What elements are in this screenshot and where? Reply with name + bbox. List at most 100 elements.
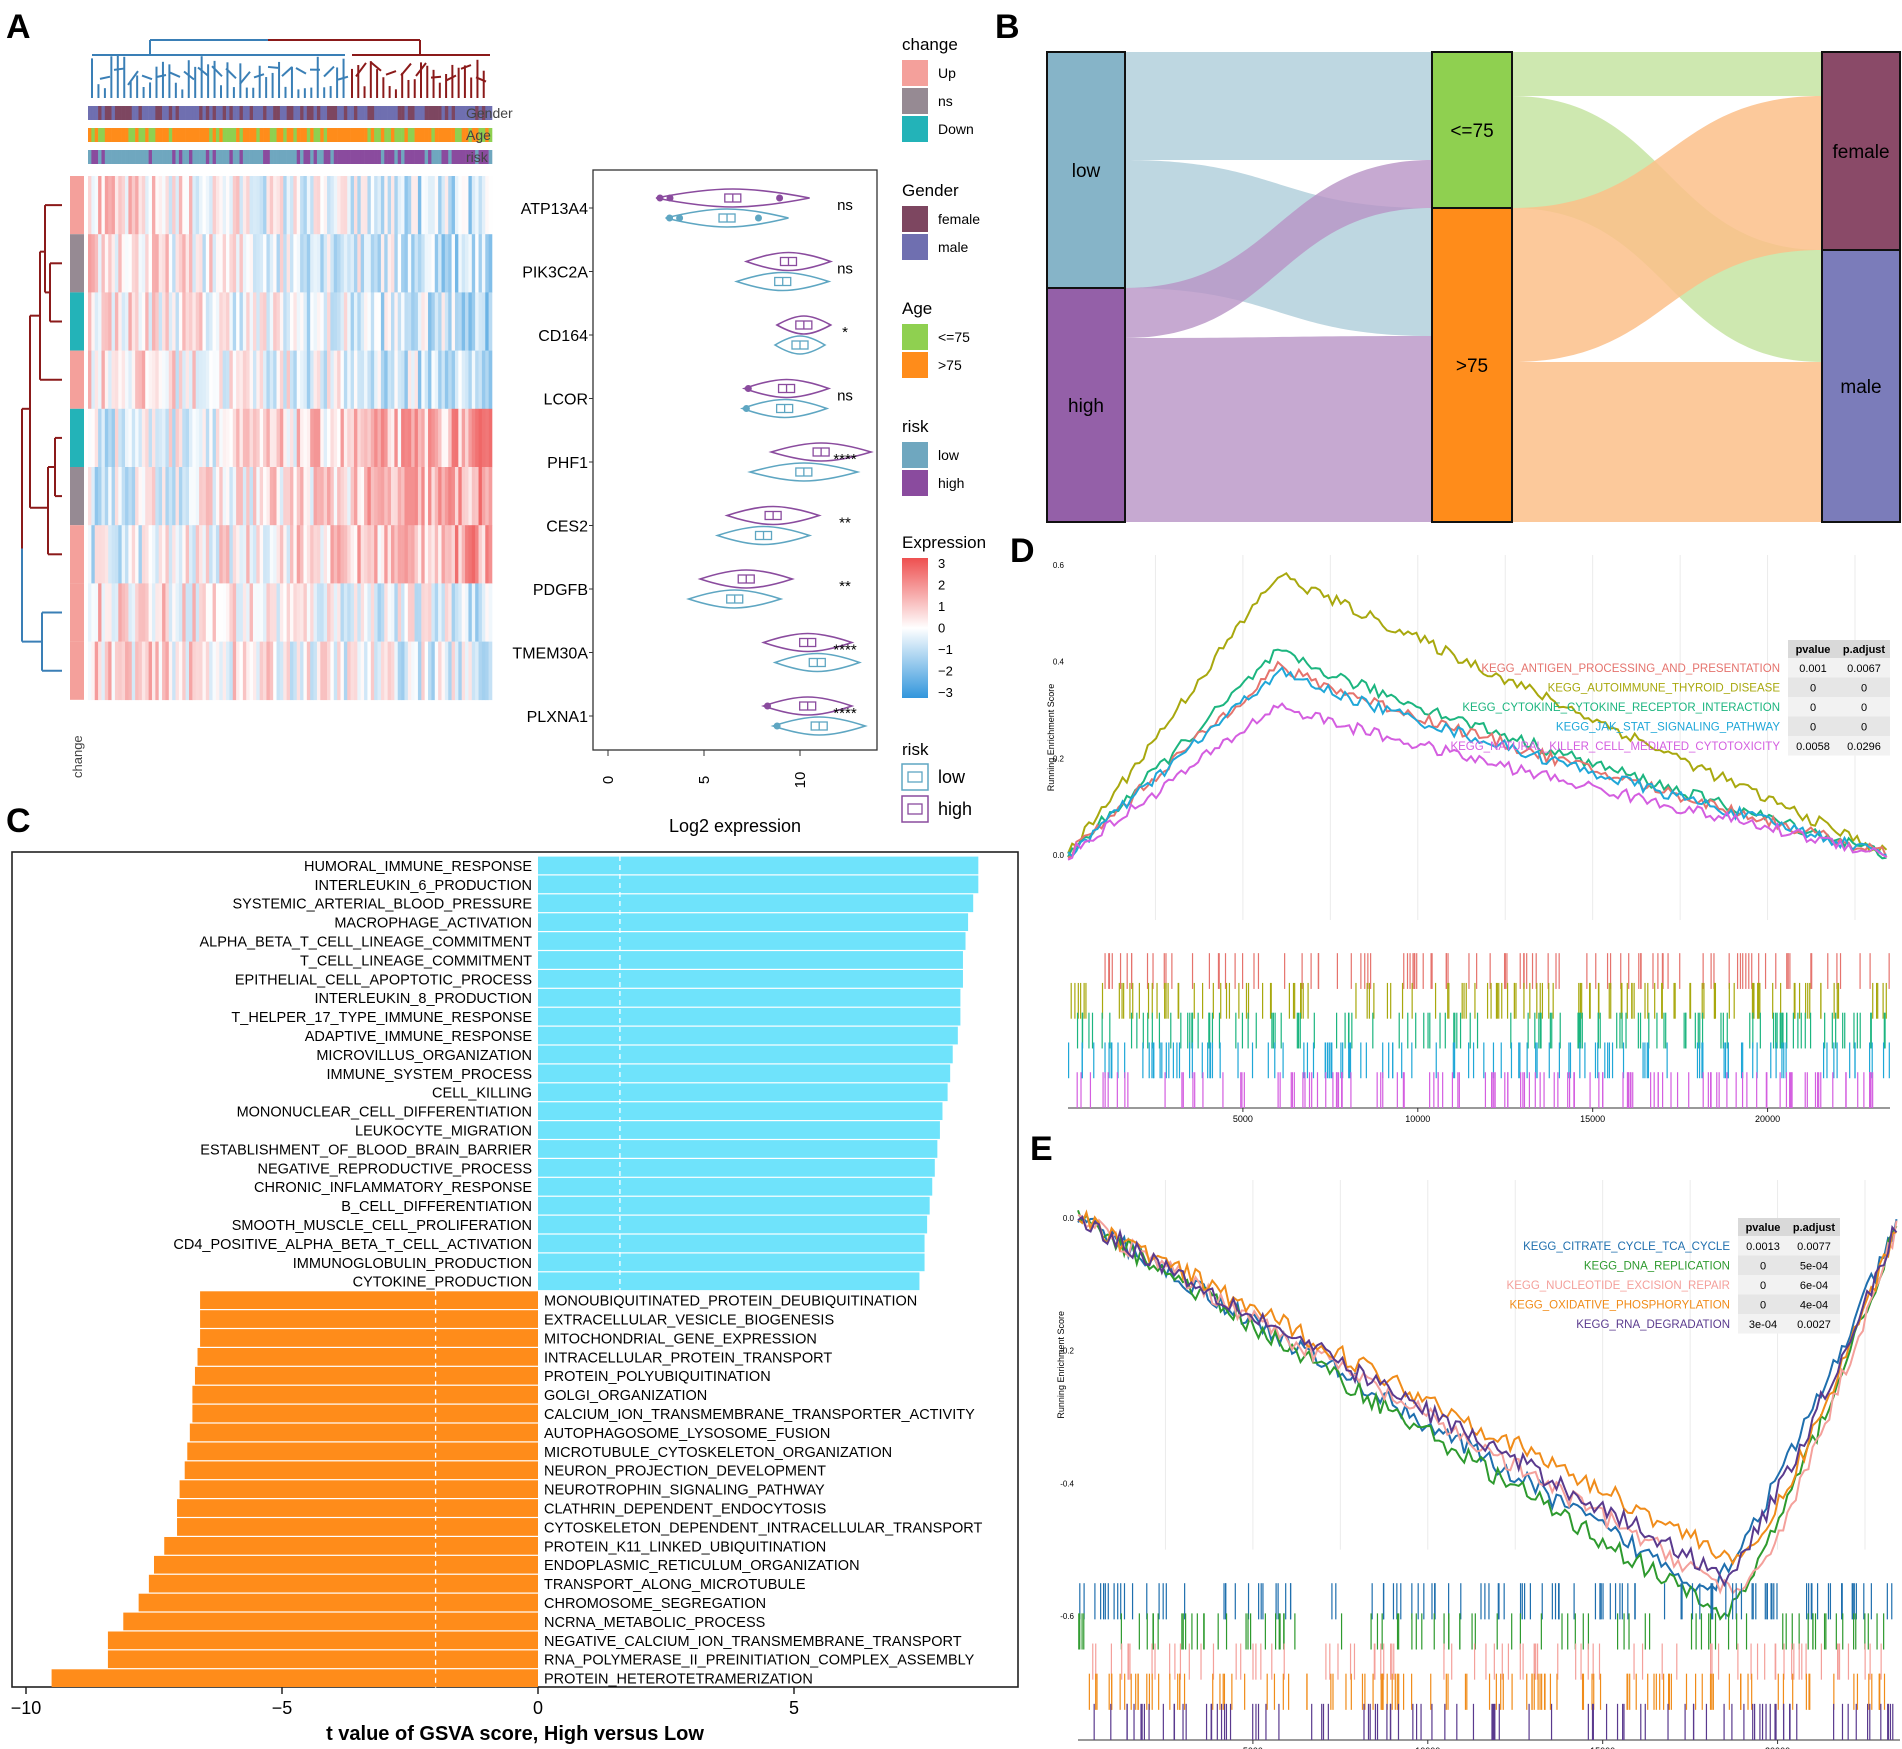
heatmap-cell	[380, 350, 385, 410]
heatmap-cell	[300, 350, 304, 410]
risk-cell	[259, 150, 264, 164]
heatmap-cell	[279, 408, 284, 468]
heatmap-cell	[108, 408, 112, 468]
gender-cell	[441, 106, 446, 120]
risk-cell	[401, 150, 405, 164]
age-cell	[199, 128, 203, 142]
age-cell	[444, 128, 449, 142]
heatmap-cell	[428, 525, 432, 584]
dendro-branch	[239, 71, 251, 85]
heatmap-cell	[374, 583, 378, 642]
gene-label-ces2: CES2	[546, 519, 588, 536]
gender-cell	[178, 106, 183, 120]
heatmap-cell	[320, 176, 324, 235]
heatmap-cell	[320, 350, 324, 410]
heatmap-cell	[276, 350, 281, 410]
violin-shape	[775, 315, 833, 335]
heatmap-cell	[367, 350, 372, 410]
heatmap-cell	[471, 583, 476, 642]
heatmap-cell	[155, 234, 159, 293]
heatmap-cell	[131, 583, 136, 642]
heatmap-cell	[310, 176, 314, 235]
heatmap-cell	[350, 176, 355, 235]
expression-tick: 2	[938, 578, 945, 593]
heatmap-cell	[229, 176, 234, 235]
heatmap-cell	[370, 525, 375, 584]
risk-cell	[377, 150, 382, 164]
risk-cell	[374, 150, 378, 164]
heatmap-cell	[340, 641, 345, 701]
heatmap-cell	[404, 467, 409, 526]
table-cell	[1838, 697, 1890, 717]
heatmap-cell	[444, 292, 449, 351]
heatmap-cell	[306, 583, 311, 642]
bar	[184, 1461, 538, 1480]
heatmap-cell	[444, 408, 449, 468]
heatmap-cell	[101, 467, 106, 526]
heatmap-cell	[158, 583, 163, 642]
heatmap-cell	[300, 292, 304, 351]
risk-cell	[151, 150, 156, 164]
heatmap-cell	[475, 234, 479, 293]
heatmap-cell	[145, 525, 149, 584]
bar	[538, 1026, 958, 1045]
gender-cell	[195, 106, 200, 120]
heatmap-cell	[481, 467, 486, 526]
heatmap-cell	[451, 350, 456, 410]
heatmap-cell	[404, 583, 409, 642]
heatmap-cell	[182, 641, 186, 701]
heatmap-cell	[199, 583, 203, 642]
risk-cell	[266, 150, 271, 164]
heatmap-cell	[209, 292, 213, 351]
heatmap-cell	[296, 292, 301, 351]
heatmap-cell	[215, 234, 220, 293]
age-cell	[165, 128, 170, 142]
expression-colorbar	[902, 558, 928, 698]
heatmap-cell	[337, 350, 341, 410]
enrichment-curve	[1067, 702, 1888, 861]
heatmap-cell	[111, 234, 116, 293]
node-gender-male-label: male	[1840, 377, 1881, 398]
heatmap-cell	[269, 467, 274, 526]
heatmap-cell	[360, 583, 365, 642]
table-padj: 6e-04	[1800, 1280, 1828, 1292]
dendro-branch	[370, 61, 382, 72]
heatmap-cell	[283, 525, 287, 584]
age-cell	[162, 128, 166, 142]
heatmap-cell	[387, 467, 392, 526]
heatmap-cell	[428, 408, 432, 468]
heatmap-cell	[458, 467, 462, 526]
heatmap-cell	[131, 350, 136, 410]
panel-e-gsea: Running Enrichment Score0.0-0.2-0.4-0.65…	[1056, 1180, 1900, 1749]
heatmap-cell	[293, 292, 298, 351]
risk-cell	[424, 150, 429, 164]
violin-outlier	[666, 214, 674, 222]
heatmap-cell	[333, 292, 338, 351]
heatmap-cell	[461, 467, 466, 526]
legend-change-title: change	[902, 35, 958, 54]
heatmap-cell	[252, 525, 257, 584]
heatmap-cell	[155, 641, 159, 701]
heatmap-cell	[401, 525, 405, 584]
heatmap-cell	[488, 176, 493, 235]
gene-label-pik3c2a: PIK3C2A	[522, 265, 588, 282]
gender-cell	[377, 106, 382, 120]
heatmap-cell	[438, 350, 442, 410]
heatmap-cell	[461, 641, 466, 701]
annotation-tracks	[88, 106, 493, 164]
bar-label: MONONUCLEAR_CELL_DIFFERENTIATION	[237, 1105, 532, 1121]
heatmap-cell	[407, 292, 412, 351]
heatmap-cell	[364, 525, 368, 584]
heatmap-cell	[199, 641, 203, 701]
heatmap-cell	[279, 525, 284, 584]
heatmap-cell	[104, 350, 109, 410]
heatmap-cell	[249, 234, 254, 293]
gender-cell	[357, 106, 361, 120]
heatmap-cell	[438, 641, 442, 701]
heatmap-cell	[131, 467, 136, 526]
gender-cell	[404, 106, 409, 120]
gender-cell	[475, 106, 479, 120]
heatmap-cell	[337, 408, 341, 468]
heatmap-cell	[428, 234, 432, 293]
heatmap-cell	[367, 292, 372, 351]
